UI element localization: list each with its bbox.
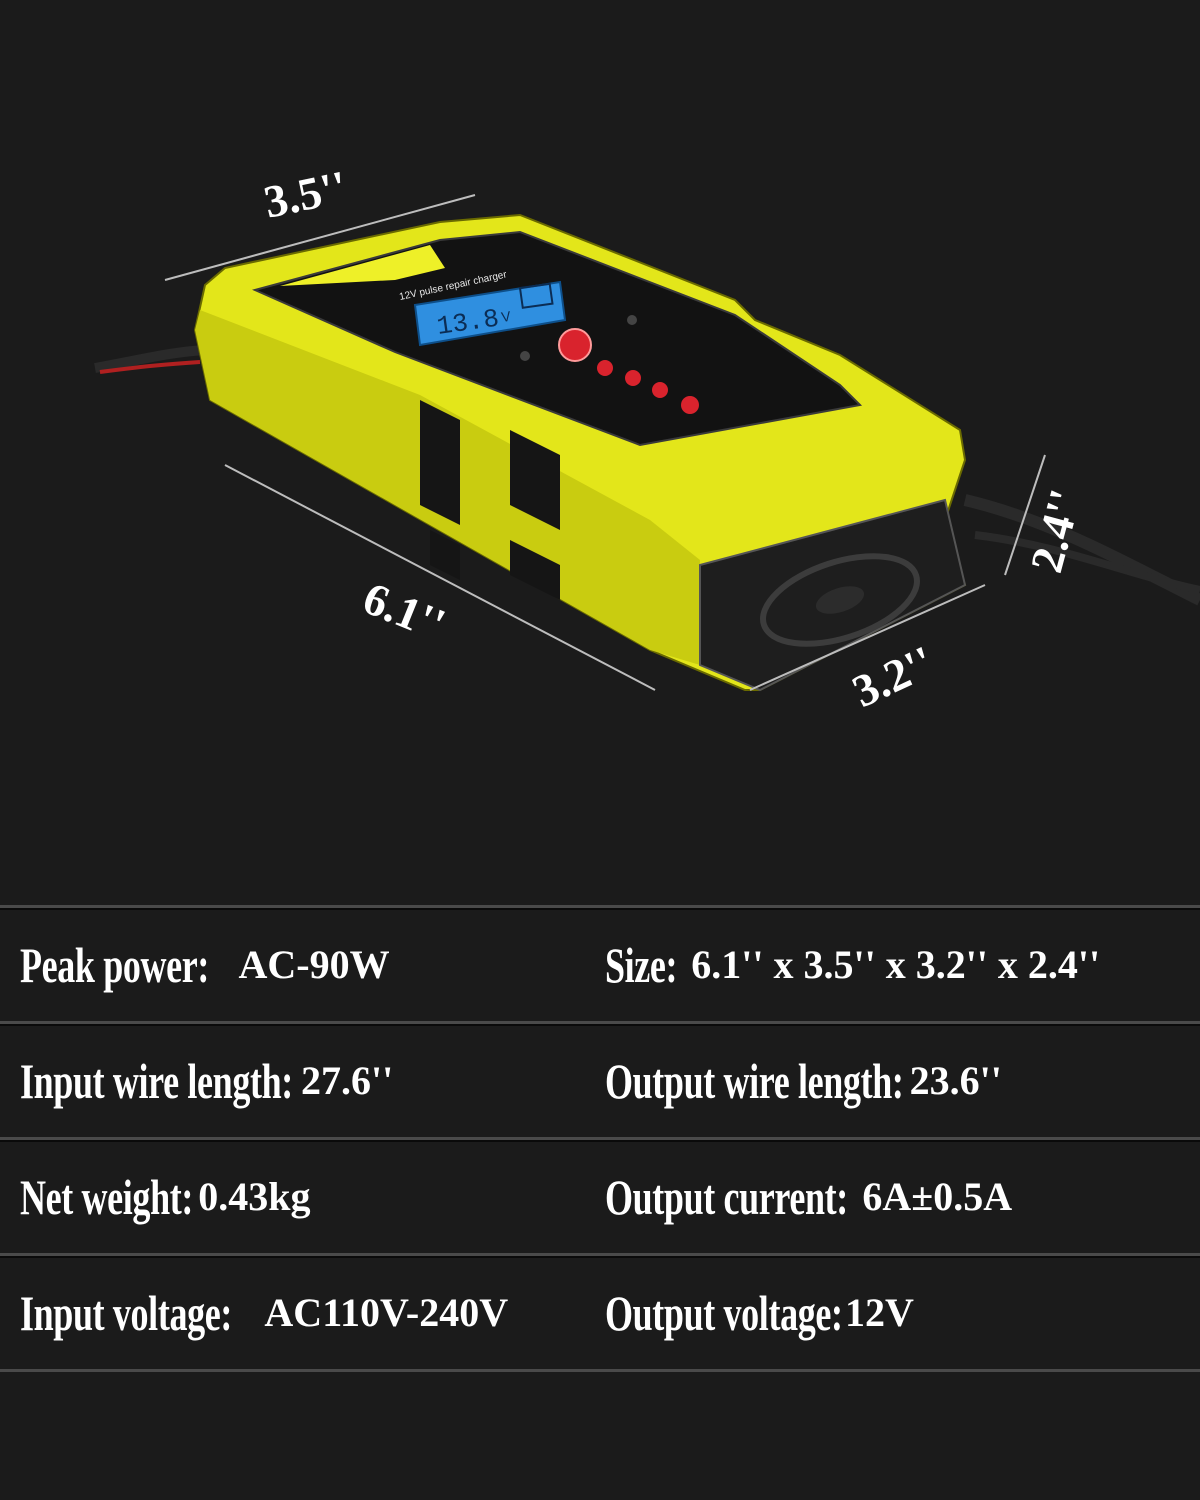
spec-cell: Peak power: AC-90W	[20, 908, 390, 1021]
spec-label: Output wire length:	[605, 1052, 904, 1109]
spec-row: Input voltage: AC110V-240V Output voltag…	[0, 1253, 1200, 1372]
lcd-screen	[413, 280, 567, 347]
spec-label: Net weight:	[20, 1168, 193, 1225]
front-vent-left	[420, 400, 460, 525]
front-vent-right	[510, 430, 560, 530]
spec-cell: Output current: 6A±0.5A	[605, 1140, 1012, 1253]
spec-label: Input wire length:	[20, 1052, 293, 1109]
dim-line-length	[224, 464, 656, 691]
spec-label: Output current:	[605, 1168, 848, 1225]
spec-row: Input wire length: 27.6'' Output wire le…	[0, 1021, 1200, 1137]
spec-value: 27.6''	[301, 1058, 394, 1103]
spec-cell: Output wire length: 23.6''	[605, 1024, 1002, 1137]
dim-line-height	[1004, 454, 1046, 576]
spec-cell: Size: 6.1'' x 3.5'' x 3.2'' x 2.4''	[605, 908, 1100, 1021]
fan-ring	[760, 553, 920, 647]
input-cable	[94, 345, 206, 373]
spec-cell: Input voltage: AC110V-240V	[20, 1256, 508, 1369]
dim-line-width	[164, 194, 476, 281]
indicator-dot-2	[625, 370, 641, 386]
indicator-dot-4	[681, 396, 699, 414]
spec-row: Peak power: AC-90W Size: 6.1'' x 3.5'' x…	[0, 905, 1200, 1021]
status-dot-2	[520, 351, 530, 361]
input-cable-red	[99, 360, 201, 374]
dim-label-width: 3.5''	[259, 161, 351, 228]
spec-value: 23.6''	[909, 1058, 1002, 1103]
spec-label: Size:	[605, 936, 678, 993]
spec-label: Input voltage:	[20, 1284, 232, 1341]
control-panel	[252, 230, 863, 447]
indicator-dot-1	[597, 360, 613, 376]
front-vent-right-2	[510, 540, 560, 600]
spec-cell: Input wire length: 27.6''	[20, 1024, 393, 1137]
spec-value: AC-90W	[238, 942, 390, 987]
spec-value: 12V	[845, 1290, 914, 1335]
output-cable-2	[974, 531, 1200, 594]
indicator-dot-3	[652, 382, 668, 398]
spec-value: AC110V-240V	[264, 1290, 509, 1335]
spec-table: Peak power: AC-90W Size: 6.1'' x 3.5'' x…	[0, 905, 1200, 1372]
dim-label-length: 6.1''	[356, 572, 452, 650]
mode-button	[558, 328, 592, 362]
dim-line-depth	[749, 584, 986, 691]
spec-cell: Output voltage: 12V	[605, 1256, 914, 1369]
fan-hub	[815, 586, 865, 614]
front-vent-left-2	[430, 530, 460, 580]
status-dot	[627, 315, 637, 325]
dim-label-depth: 3.2''	[845, 636, 942, 717]
spec-value: 6.1'' x 3.5'' x 3.2'' x 2.4''	[691, 942, 1101, 987]
spec-value: 6A±0.5A	[862, 1174, 1013, 1219]
spec-row: Net weight: 0.43kg Output current: 6A±0.…	[0, 1137, 1200, 1253]
spec-value: 0.43kg	[198, 1174, 311, 1219]
product-illustration: 13.8 V 12V pulse repair charger 3.5'' 6.…	[94, 161, 1200, 717]
spec-label: Peak power:	[20, 936, 209, 993]
lcd-unit: V	[500, 308, 512, 325]
spec-cell: Net weight: 0.43kg	[20, 1140, 311, 1253]
spec-label: Output voltage:	[605, 1284, 843, 1341]
battery-icon	[518, 282, 554, 309]
housing-top-ridge	[280, 245, 445, 286]
